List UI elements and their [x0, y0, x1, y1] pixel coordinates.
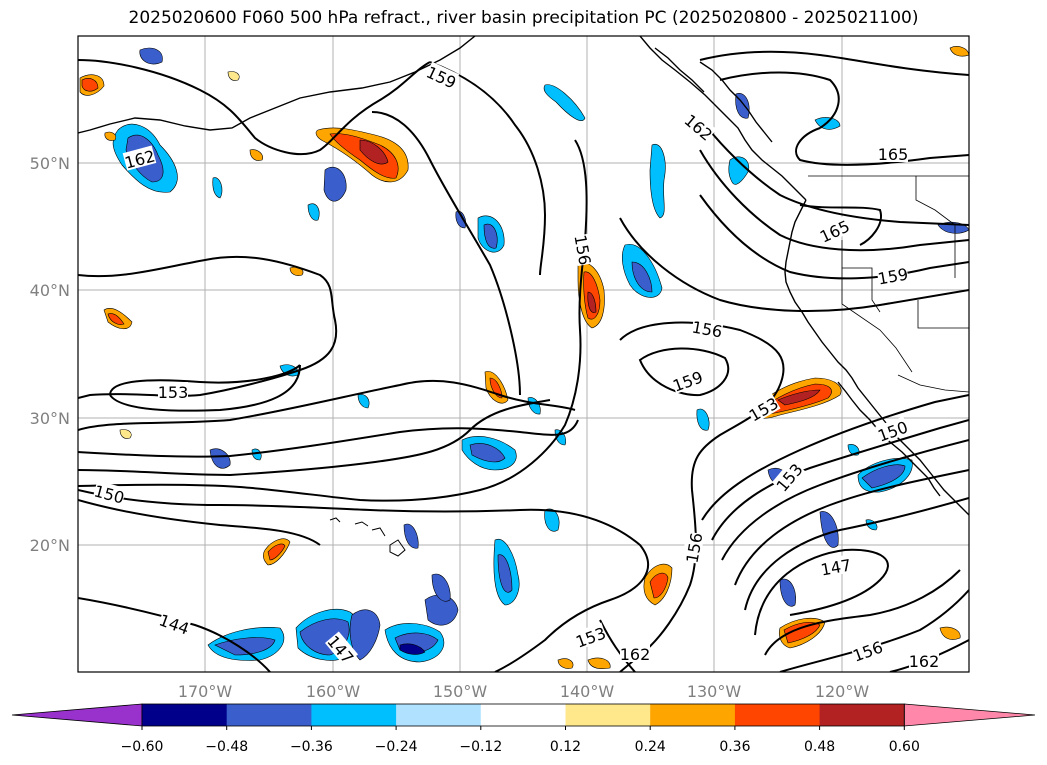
contour-label-bg [158, 382, 188, 400]
lon-label-130w: 130°W [687, 682, 742, 701]
contour-label: 162 [909, 652, 940, 671]
contour-label: 165 [878, 145, 909, 164]
longitude-labels: 170°W 160°W 150°W 140°W 130°W 120°W [178, 682, 870, 701]
contour-label-bg [682, 109, 717, 144]
lon-label-140w: 140°W [560, 682, 615, 701]
contour-label-bg [850, 636, 885, 664]
colorbar-segment [311, 704, 397, 726]
colorbar-tick-label: 0.24 [635, 739, 666, 755]
lon-label-120w: 120°W [815, 682, 870, 701]
lat-label-50n: 50°N [30, 154, 70, 173]
colorbar-tick-label: −0.36 [290, 739, 333, 755]
political-borders [808, 175, 969, 393]
colorbar-segment [565, 704, 651, 726]
gridlines [78, 36, 969, 672]
map-title: 2025020600 F060 500 hPa refract., river … [128, 8, 919, 28]
map-frame [77, 35, 970, 673]
hawaii-islands [329, 517, 406, 557]
contour-label-bg [876, 263, 909, 287]
colorbar-segment [819, 704, 905, 726]
contour-label-bg [681, 531, 705, 564]
contour-label-bg [620, 644, 650, 662]
contour-label-bg [122, 145, 157, 171]
colorbar-tick-label: −0.12 [459, 739, 502, 755]
colorbar-tick-label: 0.48 [804, 739, 835, 755]
lat-label-20n: 20°N [30, 536, 70, 555]
refractivity-contours [78, 50, 969, 672]
colorbar-tick-label: 0.36 [719, 739, 750, 755]
colorbar-extend-max [903, 703, 1036, 727]
contour-label-bg [424, 61, 460, 91]
colorbar-segment [734, 704, 821, 726]
contour-label-bg [771, 459, 806, 494]
contour-label-bg [92, 480, 127, 506]
lat-label-40n: 40°N [30, 281, 70, 300]
contour-label-bg [324, 631, 359, 666]
colorbar [11, 703, 1036, 727]
colorbar-segment [226, 704, 312, 726]
lat-label-30n: 30°N [30, 409, 70, 428]
colorbar-frame [141, 703, 905, 727]
contour-label-bg [670, 366, 705, 394]
contour-label: 153 [158, 383, 189, 402]
colorbar-tick-label: 0.60 [889, 739, 920, 755]
colorbar-tick-label: −0.24 [375, 739, 418, 755]
colorbar-segment [396, 704, 482, 726]
contour-label-bg [909, 651, 939, 669]
colorbar-extend-min [11, 703, 143, 727]
contour-label-bg [875, 416, 910, 444]
contour-label: 162 [620, 645, 651, 664]
colorbar-tick-labels: −0.60 −0.48 −0.36 −0.24 −0.12 0.12 0.24 0.36 0.4… [121, 726, 920, 755]
contour-label-bg [878, 144, 908, 162]
lon-label-170w: 170°W [178, 682, 233, 701]
colorbar-tick-label: −0.48 [205, 739, 248, 755]
latitude-labels: 20°N 30°N 40°N 50°N [30, 154, 70, 555]
contour-label-bg [816, 215, 852, 245]
contour-label-bg [572, 233, 596, 266]
contour-label-bg [573, 622, 608, 650]
colorbar-segment [480, 704, 566, 726]
lon-label-150w: 150°W [433, 682, 488, 701]
negative-pc-shading [112, 47, 969, 663]
colorbar-segment [142, 704, 228, 726]
contour-label-bg [819, 554, 852, 578]
colorbar-tick-label: 0.12 [550, 739, 581, 755]
contour-label-bg [745, 392, 781, 424]
lon-label-160w: 160°W [306, 682, 361, 701]
colorbar-segment [650, 704, 736, 726]
colorbar-tick-label: −0.60 [121, 739, 164, 755]
contour-label-bg [157, 609, 192, 637]
contour-label-bg [691, 316, 724, 340]
